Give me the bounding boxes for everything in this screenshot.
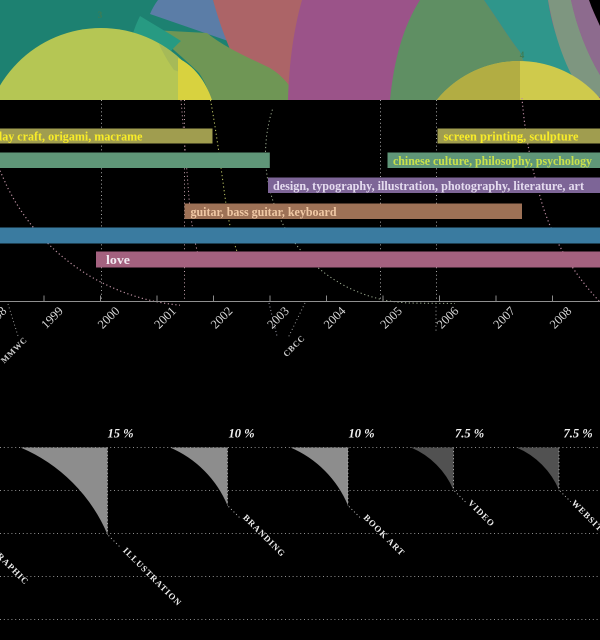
svg-text:7.5 %: 7.5 % bbox=[455, 427, 484, 441]
svg-text:3: 3 bbox=[98, 10, 103, 20]
svg-text:screen printing, sculpture: screen printing, sculpture bbox=[444, 129, 579, 144]
svg-text:guitar, bass guitar, keyboard: guitar, bass guitar, keyboard bbox=[191, 204, 338, 219]
svg-text:1998: 1998 bbox=[0, 304, 9, 332]
svg-text:15 %: 15 % bbox=[108, 427, 134, 441]
svg-text:4: 4 bbox=[520, 50, 525, 60]
svg-text:chinese culture, philosophy, p: chinese culture, philosophy, psychology bbox=[393, 153, 592, 168]
svg-text:10 %: 10 % bbox=[349, 427, 375, 441]
svg-text:7.5 %: 7.5 % bbox=[564, 427, 593, 441]
svg-text:design, typography, illustrati: design, typography, illustration, photog… bbox=[273, 178, 585, 193]
svg-text:clay craft, origami, macrame: clay craft, origami, macrame bbox=[0, 129, 143, 144]
svg-text:love: love bbox=[106, 252, 130, 267]
svg-text:10 %: 10 % bbox=[229, 427, 255, 441]
